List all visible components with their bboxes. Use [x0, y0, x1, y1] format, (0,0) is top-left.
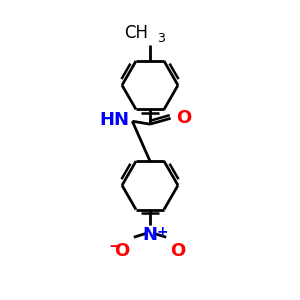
Text: +: + — [157, 225, 168, 239]
Text: HN: HN — [99, 111, 129, 129]
Text: 3: 3 — [158, 32, 165, 44]
Text: −: − — [109, 239, 122, 254]
Text: N: N — [142, 226, 158, 244]
Text: O: O — [176, 109, 191, 127]
Text: O: O — [114, 242, 129, 260]
Text: O: O — [171, 242, 186, 260]
Text: CH: CH — [124, 24, 148, 42]
